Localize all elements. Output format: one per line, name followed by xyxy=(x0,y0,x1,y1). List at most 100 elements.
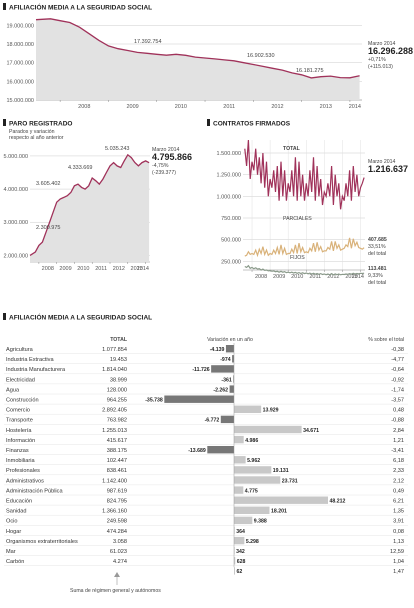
row-bar-positive xyxy=(234,456,246,464)
afiliacion-line xyxy=(35,18,360,79)
contratos-y-tick: 1.500.000 xyxy=(217,151,241,157)
afiliacion-y-tick: 19.000.000 xyxy=(6,23,34,29)
row-pct: 3,91 xyxy=(393,519,404,525)
paro-change-pct: -4,75% xyxy=(152,163,169,169)
row-sector: Agua xyxy=(6,387,20,393)
row-bar-positive xyxy=(234,557,236,565)
row-variation: 48.212 xyxy=(330,499,346,505)
row-pct: 2,12 xyxy=(393,478,404,484)
row-total: 19.453 xyxy=(110,357,127,363)
sectores-footnote: Suma de régimen general y autónomos xyxy=(70,588,161,594)
row-total: 4.274 xyxy=(113,559,127,565)
row-bar-negative xyxy=(164,395,234,403)
row-variation: -4.139 xyxy=(210,347,225,353)
afiliacion-y-tick: 15.000.000 xyxy=(6,98,34,104)
row-variation: -361 xyxy=(221,377,231,383)
row-total: 838.461 xyxy=(107,468,127,474)
row-pct: 0,48 xyxy=(393,408,404,414)
table-row: Ocio 249.598 9.388 3,91 xyxy=(4,516,408,526)
table-row: Administración Pública 987.619 4.775 0,49 xyxy=(4,486,408,496)
row-variation: 628 xyxy=(237,559,246,565)
afiliacion-latest-label: Marzo 2014 xyxy=(368,41,396,47)
paro-subtitle-1: Parados y variación xyxy=(9,129,55,135)
sectores-col-total: TOTAL xyxy=(110,337,128,343)
paro-title-marker xyxy=(3,119,6,126)
row-sector: Ocio xyxy=(6,519,18,525)
afiliacion-x-tick: 2012 xyxy=(271,104,283,110)
row-pct: 1,04 xyxy=(393,559,404,565)
paro-x-tick: 2011 xyxy=(95,266,107,272)
row-bar-positive xyxy=(234,466,272,474)
table-row: Comercio 2.892.405 13.929 0,48 xyxy=(4,405,408,415)
row-pct: 0,08 xyxy=(393,529,404,535)
contratos-series-fijos: FIJOS xyxy=(290,255,305,261)
row-sector: Industria Manufacturera xyxy=(6,367,66,373)
row-bar-positive xyxy=(234,486,244,494)
row-sector: Industria Extractiva xyxy=(6,357,54,363)
paro-annotation-3: 4.333.669 xyxy=(68,165,92,171)
table-row: Industria Manufacturera 1.814.040 -11.726 -… xyxy=(4,365,408,375)
contratos-fijos-note: del total xyxy=(368,280,386,286)
row-total: 964.255 xyxy=(107,398,127,404)
row-total: 415.617 xyxy=(107,438,127,444)
table-row: Electricidad 38.999 -361 -0,92 xyxy=(4,375,408,385)
table-row: Organismos extraterritoriales 3.058 5.298 1… xyxy=(4,536,408,546)
paro-area xyxy=(30,154,150,262)
row-variation: -2.262 xyxy=(213,387,228,393)
row-total: 824.795 xyxy=(107,499,127,505)
row-pct: -1,74 xyxy=(391,387,404,393)
afiliacion-change-abs: (+115.013) xyxy=(368,64,393,70)
contratos-x-tick: 2014 xyxy=(352,274,364,280)
row-total: 128.000 xyxy=(107,387,127,393)
table-row: Educación 824.795 48.212 6,21 xyxy=(4,496,408,506)
contratos-parciales-note: del total xyxy=(368,251,386,257)
contratos-x-tick: 2013 xyxy=(345,274,357,280)
sectores-table: AFILIACIÓN MEDIA A LA SEGURIDAD SOCIAL T… xyxy=(3,313,408,594)
contratos-series-total: TOTAL xyxy=(283,146,301,152)
row-sector: Educación xyxy=(6,499,32,505)
row-bar-positive xyxy=(234,526,235,535)
paro-chart: PARO REGISTRADO Parados y variación resp… xyxy=(3,119,192,272)
afiliacion-title-marker xyxy=(3,3,6,10)
table-row: Mar 61.023 342 12,59 xyxy=(4,547,408,556)
afiliacion-x-tick: 2014 xyxy=(349,104,361,110)
row-variation: 62 xyxy=(237,569,243,575)
contratos-x-tick: 2010 xyxy=(291,274,303,280)
paro-annotation-2: 3.605.402 xyxy=(36,181,60,187)
row-bar-positive xyxy=(234,425,302,434)
table-row: 62 1,47 xyxy=(234,567,404,575)
row-variation: 5.298 xyxy=(246,539,259,545)
table-row: Agricultura 1.077.854 -4.139 -0,38 xyxy=(4,345,408,354)
table-row: Finanzas 388.175 -13.689 -3,41 xyxy=(4,446,408,455)
paro-x-tick: 2010 xyxy=(77,266,89,272)
afiliacion-x-tick: 2013 xyxy=(320,104,332,110)
row-pct: -0,38 xyxy=(391,347,404,353)
row-variation: -6.772 xyxy=(205,418,220,424)
row-total: 474.284 xyxy=(107,529,127,535)
paro-y-tick: 2.000.000 xyxy=(4,253,28,259)
sectores-col-var: Variación en un año xyxy=(207,337,253,343)
row-variation: -35.738 xyxy=(145,398,163,404)
contratos-parciales-pct: 33,51% xyxy=(368,244,386,250)
table-row: Agua 128.000 -2.262 -1,74 xyxy=(4,385,408,395)
row-bar-negative xyxy=(225,345,234,353)
afiliacion-change-pct: +0,71% xyxy=(368,57,386,63)
row-bar-negative xyxy=(211,365,234,373)
table-row: Construcción 964.255 -35.738 -3,57 xyxy=(4,395,408,405)
row-pct: 6,21 xyxy=(393,499,404,505)
row-pct: 1,47 xyxy=(393,569,404,575)
row-total: 1.255.013 xyxy=(102,428,127,434)
contratos-total-line xyxy=(244,139,365,210)
row-sector: Comercio xyxy=(6,408,30,414)
row-total: 388.175 xyxy=(107,448,127,454)
row-total: 763.982 xyxy=(107,418,127,424)
row-variation: 4.986 xyxy=(245,438,258,444)
table-row: Industria Extractiva 19.453 -974 -4,77 xyxy=(4,355,408,364)
row-total: 1.366.160 xyxy=(102,509,127,515)
row-sector: Administrativos xyxy=(6,478,44,484)
paro-x-tick: 2009 xyxy=(59,266,71,272)
row-sector: Construcción xyxy=(6,398,39,404)
contratos-y-tick: 250.000 xyxy=(221,259,241,265)
table-row: Administrativos 1.142.400 23.731 2,12 xyxy=(4,476,408,486)
